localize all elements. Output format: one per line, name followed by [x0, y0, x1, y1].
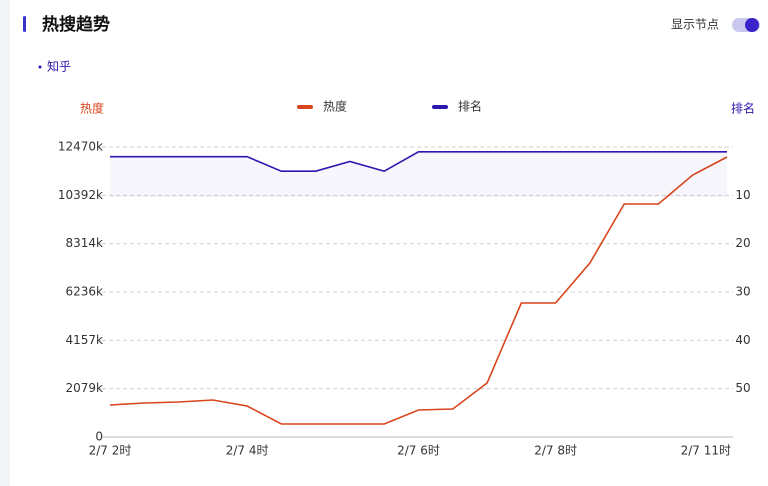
y-tick-label: 10392k — [58, 188, 103, 202]
legend-swatch — [297, 105, 313, 109]
series-line — [109, 156, 728, 425]
y-tick-label: 0 — [95, 430, 103, 444]
y2-tick-label: 20 — [735, 236, 750, 250]
series-line — [110, 151, 727, 173]
legend-label: 排名 — [458, 99, 482, 114]
side-strip — [0, 0, 10, 486]
x-tick-label: 2/7 4时 — [226, 444, 269, 458]
title-marker — [23, 16, 26, 32]
y2-tick-label: 50 — [735, 381, 750, 395]
y-tick-label: 2079k — [66, 381, 104, 395]
legend-swatch — [432, 105, 448, 109]
y2-tick-label: 10 — [735, 188, 750, 202]
legend-label: 热度 — [323, 99, 347, 114]
y2-tick-label: 30 — [735, 285, 750, 299]
y-tick-label: 6236k — [66, 284, 104, 298]
y-tick-label: 8314k — [66, 236, 104, 250]
x-tick-label: 2/7 2时 — [89, 444, 132, 458]
y2-tick-label: 40 — [735, 333, 750, 347]
x-tick-label: 2/7 8时 — [534, 444, 577, 458]
toggle-knob[interactable] — [745, 18, 759, 32]
toggle-label: 显示节点 — [671, 18, 719, 32]
title: 热搜趋势 — [42, 14, 110, 35]
y-tick-label: 4157k — [66, 333, 104, 347]
source: 知乎 — [47, 60, 71, 74]
source-dot — [38, 65, 42, 69]
y-tick-label: 12470k — [58, 140, 103, 154]
x-tick-label: 2/7 11时 — [681, 444, 731, 458]
area-fill — [110, 151, 727, 197]
y-axis-label: 热度 — [80, 101, 104, 116]
y2-axis-label: 排名 — [731, 101, 755, 116]
x-tick-label: 2/7 6时 — [397, 444, 440, 458]
toggle[interactable] — [732, 18, 760, 32]
